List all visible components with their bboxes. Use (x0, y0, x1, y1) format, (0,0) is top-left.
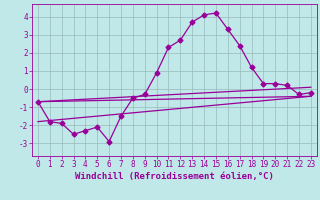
X-axis label: Windchill (Refroidissement éolien,°C): Windchill (Refroidissement éolien,°C) (75, 172, 274, 181)
